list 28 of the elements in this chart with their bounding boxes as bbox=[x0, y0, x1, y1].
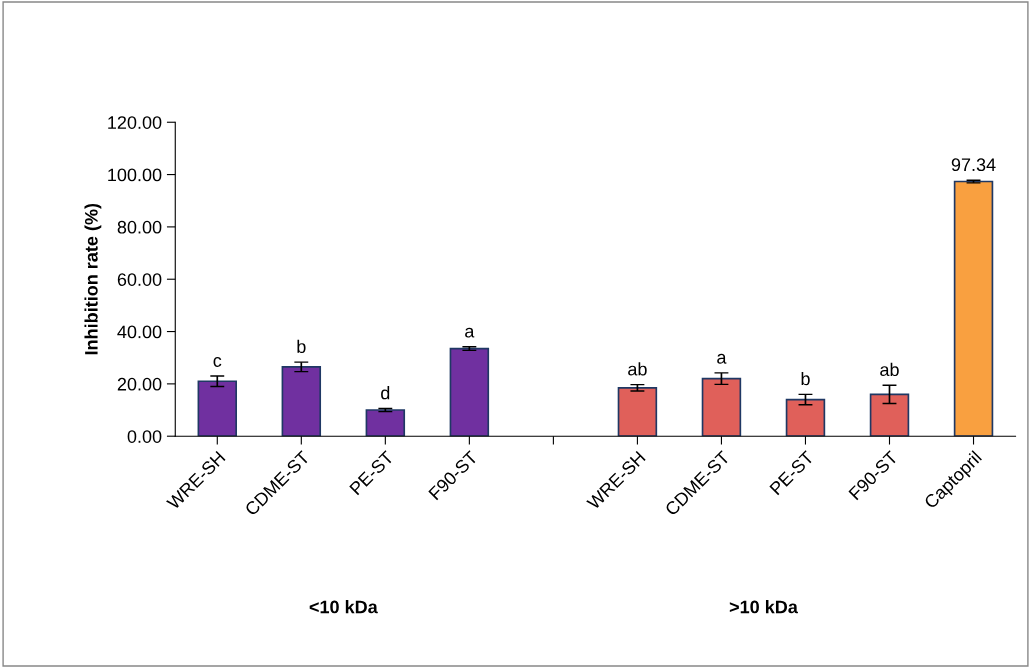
bar bbox=[701, 377, 742, 437]
y-tick-label: 40.00 bbox=[117, 325, 162, 339]
bar bbox=[197, 380, 238, 437]
y-tick-label: 80.00 bbox=[117, 220, 162, 234]
bar bbox=[785, 398, 826, 437]
text: <10 kDa bbox=[309, 600, 378, 614]
data-label: ab bbox=[628, 362, 647, 376]
y-tick-label: 20.00 bbox=[117, 377, 162, 391]
text: >10 kDa bbox=[729, 600, 798, 614]
y-tick-label: 60.00 bbox=[117, 273, 162, 286]
data-label: ab bbox=[880, 362, 899, 377]
data-label: a bbox=[717, 353, 727, 364]
data-label: 97.34 bbox=[951, 158, 996, 172]
data-label: d bbox=[381, 386, 390, 400]
y-axis-title: Inhibition rate (%) bbox=[84, 203, 102, 355]
data-label: b bbox=[801, 371, 810, 386]
data-label: a bbox=[465, 327, 475, 338]
data-label: c bbox=[213, 357, 222, 367]
bar bbox=[281, 366, 322, 437]
y-tick-label: 0.00 bbox=[127, 430, 162, 443]
y-tick-label: 120.00 bbox=[108, 116, 162, 129]
bar bbox=[953, 180, 994, 437]
bar bbox=[449, 347, 490, 437]
y-tick-label: 100.00 bbox=[108, 168, 162, 182]
bar bbox=[869, 393, 910, 437]
bar bbox=[617, 386, 658, 437]
bar bbox=[365, 409, 406, 437]
data-label: b bbox=[297, 339, 306, 354]
